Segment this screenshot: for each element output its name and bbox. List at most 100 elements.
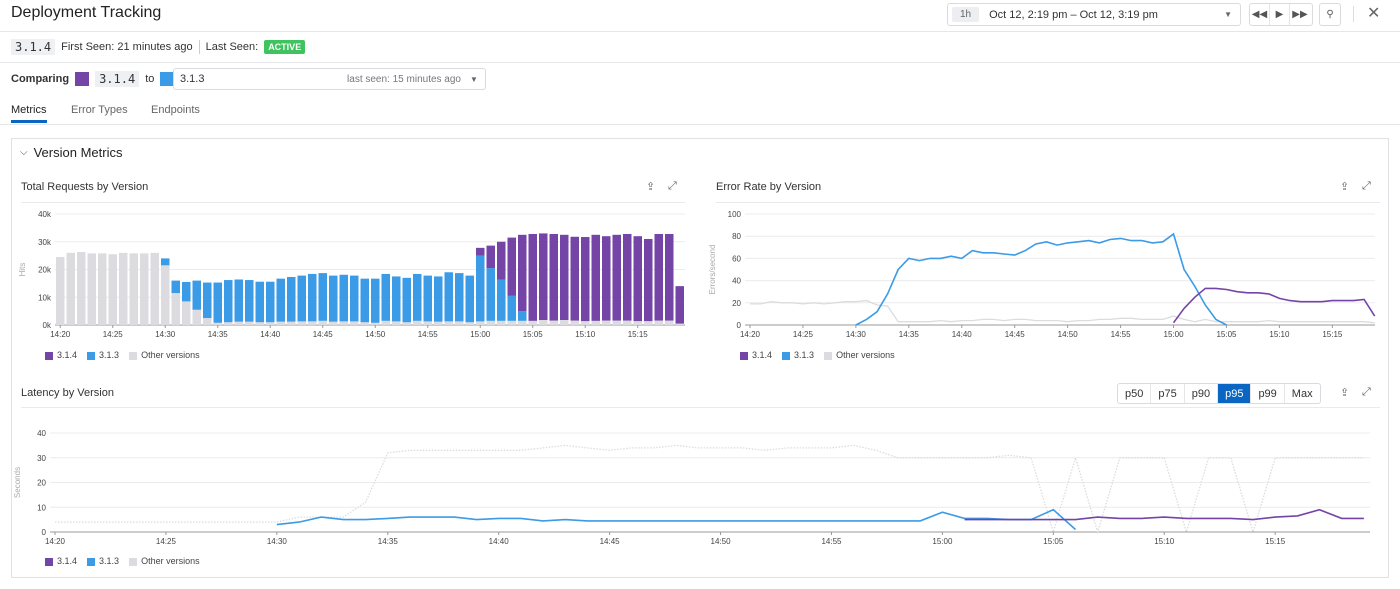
bar [581, 237, 590, 322]
legend: 3.1.4 3.1.3 Other versions [45, 350, 200, 360]
bar [654, 233, 663, 321]
bar [266, 281, 275, 323]
bar [371, 322, 380, 325]
section-toggle[interactable]: ⌵ Version Metrics [20, 145, 122, 160]
zoom-out-button[interactable]: ⚲ [1319, 3, 1341, 26]
p99-button[interactable]: p99 [1251, 384, 1285, 403]
x-tick-label: 14:20 [740, 330, 761, 339]
share-icon[interactable]: ⇪ [1340, 387, 1350, 399]
bar [539, 233, 548, 321]
legend-item[interactable]: 3.1.4 [45, 556, 77, 566]
bar [644, 238, 653, 322]
bar [192, 280, 201, 310]
y-tick-label: 80 [732, 232, 741, 241]
tab-endpoints[interactable]: Endpoints [151, 104, 200, 116]
bar [192, 309, 201, 325]
y-tick-label: 40 [37, 429, 46, 438]
expand-icon[interactable]: ⤢ [668, 180, 677, 192]
x-tick-label: 14:55 [821, 537, 842, 546]
x-tick-label: 15:10 [575, 330, 596, 339]
version-tag: 3.1.4 [11, 39, 56, 55]
x-tick-label: 14:45 [600, 537, 621, 546]
compare-version-select[interactable]: 3.1.3 last seen: 15 minutes ago ▼ [173, 68, 486, 90]
current-version: 3.1.4 [95, 71, 140, 87]
x-tick-label: 14:55 [418, 330, 439, 339]
close-icon[interactable]: ✕ [1367, 5, 1381, 22]
x-tick-label: 14:45 [1005, 330, 1026, 339]
fast-forward-icon[interactable]: ▶▶ [1292, 9, 1308, 20]
bar [318, 320, 327, 325]
bar [602, 320, 611, 325]
bar [350, 275, 359, 322]
bar [497, 279, 506, 321]
bar [423, 275, 432, 322]
y-tick-label: 100 [728, 210, 742, 219]
share-icon[interactable]: ⇪ [1340, 181, 1350, 193]
bar [434, 276, 443, 322]
bar [381, 273, 390, 321]
bar [276, 321, 285, 325]
x-tick-label: 14:50 [711, 537, 732, 546]
legend-item[interactable]: 3.1.4 [45, 350, 77, 360]
legend-item[interactable]: Other versions [129, 556, 200, 566]
chevron-down-icon: ▼ [1224, 10, 1232, 19]
expand-icon[interactable]: ⤢ [1362, 386, 1371, 398]
p90-button[interactable]: p90 [1185, 384, 1219, 403]
bar [455, 321, 464, 325]
bar [402, 322, 411, 325]
bar [612, 234, 621, 321]
p95-button[interactable]: p95 [1218, 384, 1252, 403]
bar [266, 322, 275, 325]
rewind-icon[interactable]: ◀◀ [1250, 4, 1270, 25]
legend-item[interactable]: 3.1.4 [740, 350, 772, 360]
x-tick-label: 14:50 [365, 330, 386, 339]
x-tick-label: 14:35 [208, 330, 229, 339]
x-tick-label: 14:20 [45, 537, 66, 546]
y-tick-label: 40k [38, 210, 52, 219]
x-tick-label: 14:50 [1058, 330, 1079, 339]
legend-item[interactable]: 3.1.3 [782, 350, 814, 360]
legend-item[interactable]: 3.1.3 [87, 350, 119, 360]
first-seen: First Seen: 21 minutes ago [61, 41, 193, 53]
bar [140, 253, 149, 325]
expand-icon[interactable]: ⤢ [1362, 180, 1371, 192]
divider [198, 40, 200, 54]
compare-version-value: 3.1.3 [180, 73, 205, 85]
legend: 3.1.4 3.1.3 Other versions [740, 350, 895, 360]
x-tick-label: 15:10 [1269, 330, 1290, 339]
bar [497, 241, 506, 280]
bar [623, 233, 632, 321]
legend-item[interactable]: Other versions [824, 350, 895, 360]
max-button[interactable]: Max [1291, 387, 1313, 400]
bar [339, 274, 348, 322]
legend-item[interactable]: 3.1.3 [87, 556, 119, 566]
tab-error-types[interactable]: Error Types [71, 104, 128, 116]
legend-item[interactable]: Other versions [129, 350, 200, 360]
divider [1353, 6, 1354, 22]
p50-button[interactable]: p50 [1118, 384, 1152, 403]
y-axis-label: Seconds [13, 467, 22, 498]
bar [560, 320, 569, 325]
tab-metrics[interactable]: Metrics [11, 104, 47, 116]
time-range-picker[interactable]: 1h Oct 12, 2:19 pm – Oct 12, 3:19 pm ▼ [947, 3, 1241, 26]
time-preset[interactable]: 1h [952, 7, 980, 22]
bar [108, 254, 117, 325]
y-tick-label: 60 [732, 254, 741, 263]
p75-button[interactable]: p75 [1151, 384, 1185, 403]
bar [77, 252, 86, 325]
comparing-label: Comparing [11, 73, 70, 85]
bar [675, 286, 684, 324]
y-tick-label: 0 [42, 528, 47, 537]
bar [560, 234, 569, 321]
bar [518, 234, 527, 312]
bar [413, 320, 422, 325]
bar [119, 252, 128, 325]
bar [224, 280, 233, 323]
bar [528, 233, 537, 321]
bar [507, 320, 516, 325]
play-icon[interactable]: ▶ [1270, 4, 1290, 25]
bar [602, 236, 611, 321]
bar [203, 318, 212, 325]
share-icon[interactable]: ⇪ [646, 181, 656, 193]
series-line [55, 444, 1364, 535]
